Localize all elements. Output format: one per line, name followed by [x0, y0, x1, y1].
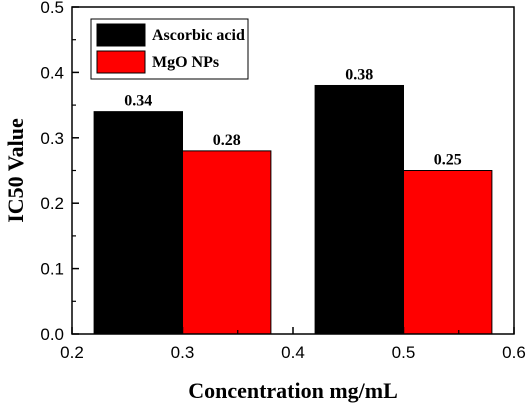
bar-ascorbic-acid-1 [314, 84, 405, 335]
y-tick-label: 0.0 [40, 325, 64, 344]
legend-label: MgO NPs [152, 54, 219, 71]
bar-mgo-nps-1 [403, 170, 493, 335]
legend: Ascorbic acid MgO NPs [90, 18, 249, 80]
y-tick-label: 0.5 [40, 0, 64, 17]
x-tick-label: 0.2 [60, 343, 84, 362]
data-label: 0.38 [345, 66, 373, 83]
x-tick-label: 0.3 [171, 343, 195, 362]
x-tick-label: 0.4 [281, 343, 305, 362]
data-label: 0.34 [124, 93, 152, 110]
legend-label: Ascorbic acid [152, 27, 245, 44]
data-label: 0.28 [213, 132, 241, 149]
legend-swatch-ascorbic-acid [96, 23, 146, 47]
data-labels-layer: 0.34 0.28 0.38 0.25 [124, 66, 461, 168]
y-axis: 0.0 0.1 0.2 0.3 0.4 0.5 [40, 0, 79, 344]
x-axis-title: Concentration mg/mL [188, 378, 398, 403]
y-axis-title: IC50 Value [3, 118, 28, 223]
y-tick-label: 0.2 [40, 194, 64, 213]
bar-ascorbic-acid-0 [93, 111, 183, 335]
bars-layer [93, 84, 493, 335]
y-tick-label: 0.4 [40, 63, 64, 82]
data-label: 0.25 [434, 152, 462, 169]
x-tick-label: 0.6 [502, 343, 526, 362]
bar-mgo-nps-0 [182, 150, 272, 335]
y-tick-label: 0.3 [40, 129, 64, 148]
y-tick-label: 0.1 [40, 260, 64, 279]
x-tick-label: 0.5 [392, 343, 416, 362]
x-axis: 0.2 0.3 0.4 0.5 0.6 [60, 327, 526, 362]
legend-swatch-mgo-nps [96, 50, 146, 74]
